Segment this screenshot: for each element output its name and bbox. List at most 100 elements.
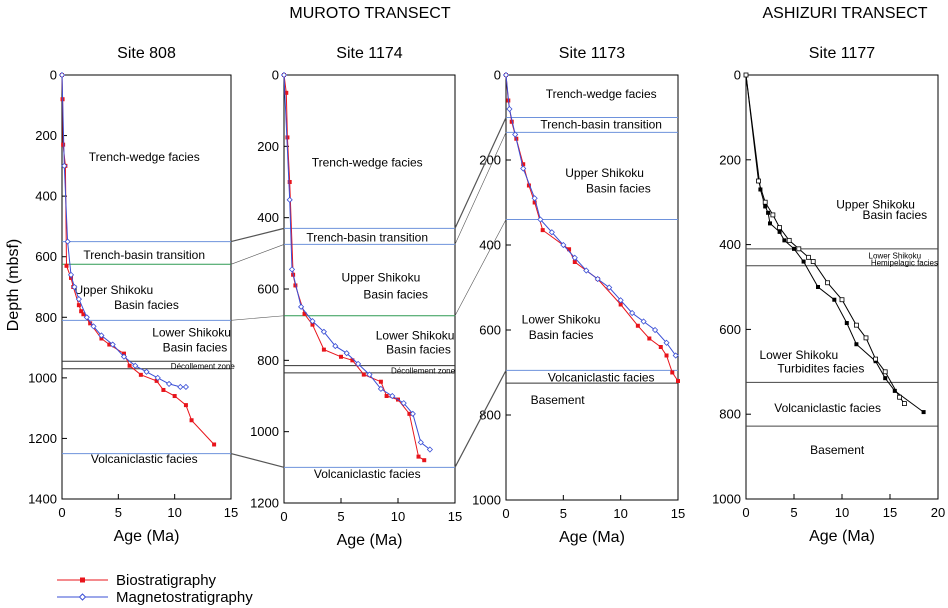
correlation-line — [454, 132, 507, 245]
x-tick-label: 15 — [448, 509, 462, 524]
facies-label: Lower Shikoku — [522, 312, 601, 326]
x-tick-label: 0 — [58, 505, 65, 520]
facies-label: Basin facies — [586, 181, 651, 195]
data-point — [882, 369, 888, 375]
facies-label: Lower Shikoku — [152, 325, 231, 339]
x-tick-label: 15 — [883, 505, 897, 520]
data-point — [189, 418, 194, 423]
data-point — [138, 372, 143, 377]
y-tick-label: 200 — [35, 128, 57, 143]
data-point — [61, 162, 68, 169]
correlation-line — [230, 452, 285, 468]
plot-frame — [61, 74, 232, 500]
y-tick-label: 1400 — [28, 492, 57, 507]
data-point — [540, 228, 545, 233]
facies-label: Basin facies — [529, 328, 594, 342]
ashizuri-transect-title: ASHIZURI TRANSECT — [762, 5, 927, 22]
data-point — [770, 212, 776, 218]
data-point — [212, 442, 217, 447]
x-axis-label: Age (Ma) — [559, 529, 625, 546]
data-point — [177, 383, 184, 391]
data-point — [560, 241, 567, 249]
data-point — [763, 204, 768, 209]
data-point — [132, 362, 139, 369]
y-tick-label: 0 — [50, 68, 57, 83]
facies-label: Volcaniclastic facies — [548, 371, 655, 385]
correlation-line — [230, 244, 285, 265]
y-tick-label: 600 — [257, 282, 279, 297]
data-point — [384, 394, 389, 398]
data-point — [766, 210, 771, 215]
data-point — [883, 376, 888, 381]
correlation-lines — [230, 117, 507, 468]
data-point — [109, 341, 116, 348]
panel-title: Site 808 — [117, 45, 176, 62]
data-point — [280, 71, 288, 79]
data-point — [71, 283, 78, 291]
y-axis-label: Depth (mbsf) — [5, 239, 22, 331]
correlation-line — [230, 227, 285, 243]
x-axis-label: Age (Ma) — [114, 528, 180, 545]
data-point — [594, 275, 601, 283]
facies-label: Hemipelagic facies — [871, 259, 938, 268]
data-point — [320, 328, 327, 335]
data-point — [64, 263, 69, 268]
facies-label: Basement — [810, 443, 865, 457]
data-point — [777, 225, 782, 231]
data-point — [506, 105, 513, 113]
data-point — [768, 221, 772, 226]
legend-bio-label: Biostratigraphy — [116, 572, 217, 589]
data-point — [377, 385, 384, 392]
data-point — [618, 302, 623, 307]
x-tick-label: 10 — [391, 509, 405, 524]
facies-label: Basin facies — [386, 343, 451, 357]
data-point — [183, 403, 188, 408]
facies-label: Décollement zone — [391, 367, 456, 376]
data-point — [782, 238, 787, 243]
series-line — [283, 74, 425, 461]
data-point — [816, 285, 820, 289]
data-point — [355, 360, 362, 367]
data-point — [310, 322, 315, 327]
y-tick-label: 400 — [35, 189, 57, 204]
data-point — [61, 142, 66, 147]
correlation-line — [454, 117, 507, 229]
data-point — [90, 323, 97, 330]
legend-mag-label: Magnetostratigraphy — [116, 589, 253, 606]
data-point — [520, 165, 527, 172]
x-tick-label: 0 — [280, 509, 287, 524]
legend-mag-marker — [78, 593, 87, 601]
data-point — [567, 247, 572, 252]
data-point — [863, 335, 869, 341]
facies-label: Trench-basin transition — [306, 230, 428, 244]
data-point — [801, 259, 806, 264]
plot-frame — [745, 74, 939, 500]
y-tick-label: 400 — [479, 238, 501, 253]
data-point — [921, 410, 926, 415]
data-point — [531, 195, 538, 202]
data-point — [572, 260, 577, 264]
data-point — [288, 266, 296, 273]
data-point — [58, 71, 66, 79]
data-point — [426, 446, 433, 453]
data-point — [873, 356, 878, 362]
y-tick-label: 800 — [35, 310, 57, 325]
y-tick-label: 1000 — [28, 370, 57, 385]
y-tick-label: 200 — [479, 153, 501, 168]
series-line — [505, 74, 677, 356]
data-point — [79, 309, 84, 314]
data-point — [409, 410, 416, 417]
facies-label: Basin facies — [363, 287, 428, 301]
panel-2: Site 1174 0 5 10 15 0 200 400 600 800 1000 1200 Age … — [250, 45, 462, 549]
correlation-line — [230, 315, 285, 321]
data-point — [792, 246, 796, 251]
y-tick-label: 400 — [719, 237, 741, 252]
data-point — [902, 401, 907, 407]
data-point — [154, 378, 159, 383]
facies-label: Basin facies — [114, 298, 179, 312]
data-point — [154, 374, 161, 381]
facies-label: Upper Shikoku — [565, 166, 644, 180]
